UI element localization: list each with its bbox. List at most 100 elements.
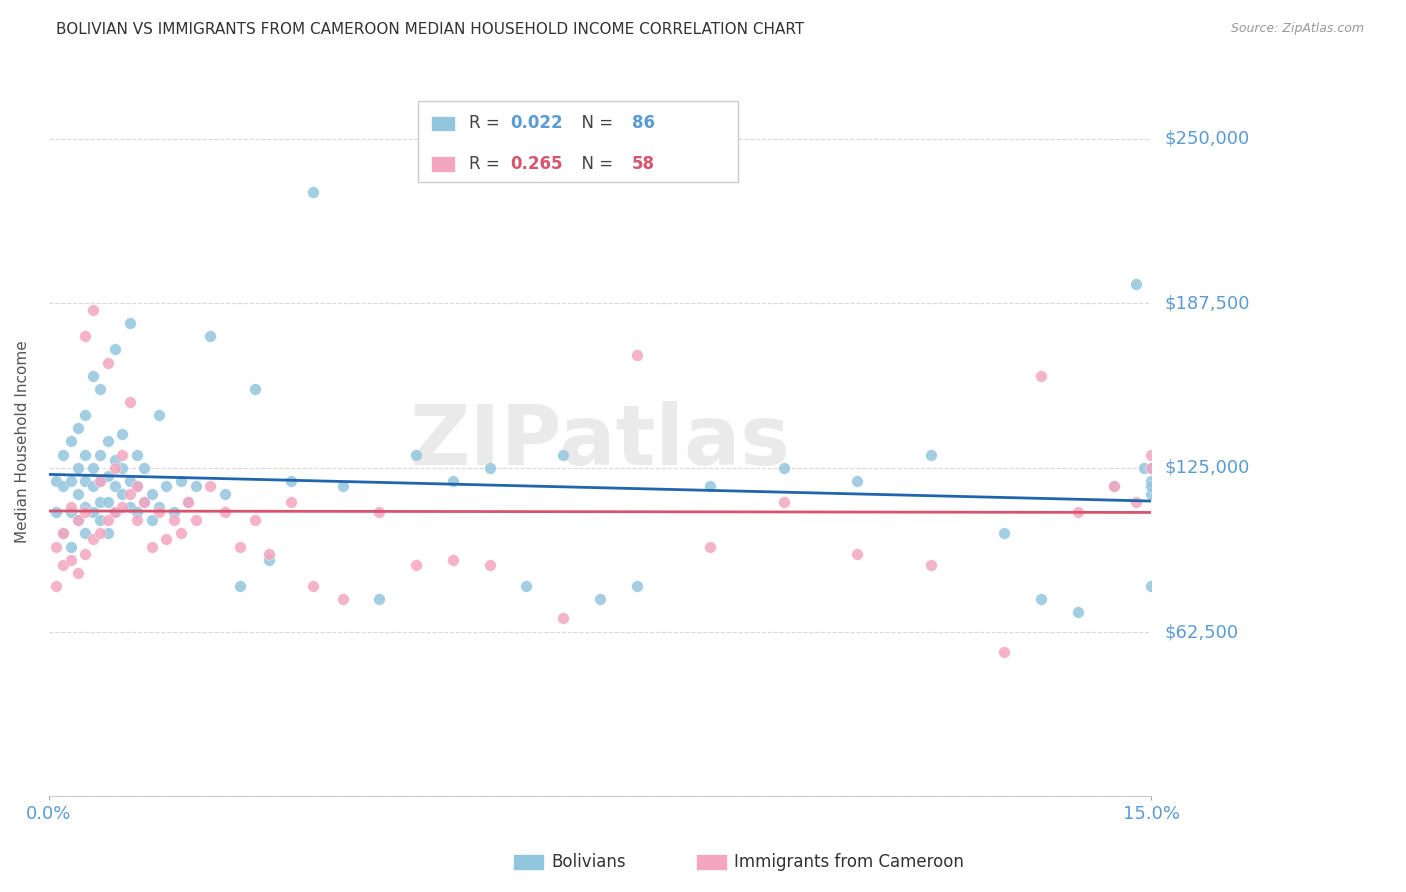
Point [332,592,354,607]
Point [89,513,111,527]
Point [67,460,90,475]
Point [302,579,325,593]
Point [177,495,200,509]
Point [699,479,721,493]
Point [229,540,252,554]
Point [111,426,134,441]
Point [82,532,104,546]
Point [111,448,134,462]
Point [148,408,170,422]
Point [67,513,90,527]
Text: R =: R = [468,155,505,173]
Point [141,513,163,527]
Point [141,540,163,554]
Point [1140,448,1163,462]
Point [1140,460,1163,475]
Point [111,500,134,515]
Text: R =: R = [468,114,505,132]
Point [257,548,280,562]
Point [52,479,75,493]
Point [118,474,141,488]
Y-axis label: Median Household Income: Median Household Income [15,340,30,542]
Text: $187,500: $187,500 [1166,294,1250,312]
Point [1066,505,1088,519]
Point [1140,487,1163,501]
Point [1104,479,1126,493]
Point [229,579,252,593]
Point [148,500,170,515]
Point [59,434,82,449]
Point [125,479,148,493]
Point [626,579,648,593]
Point [59,474,82,488]
Point [104,479,127,493]
Point [96,355,118,369]
Point [82,479,104,493]
Point [1066,605,1088,619]
Text: $125,000: $125,000 [1166,458,1250,476]
Point [96,526,118,541]
Point [405,448,427,462]
Point [441,553,464,567]
Point [45,579,67,593]
Point [993,526,1015,541]
Point [89,382,111,396]
Point [1029,592,1052,607]
Point [332,479,354,493]
Point [75,408,97,422]
Point [75,548,97,562]
Text: 0.265: 0.265 [510,155,562,173]
Point [134,495,156,509]
Point [104,452,127,467]
Point [111,460,134,475]
Point [134,495,156,509]
FancyBboxPatch shape [418,101,738,182]
Point [553,610,575,624]
Point [111,487,134,501]
Point [1125,495,1147,509]
Point [846,474,869,488]
Point [75,329,97,343]
Point [993,645,1015,659]
Point [82,505,104,519]
Point [67,487,90,501]
Point [89,495,111,509]
Point [125,505,148,519]
Text: $250,000: $250,000 [1166,130,1250,148]
Point [75,448,97,462]
Text: Immigrants from Cameroon: Immigrants from Cameroon [734,853,963,871]
Point [441,474,464,488]
Point [82,368,104,383]
Point [368,505,391,519]
Point [89,526,111,541]
Point [626,348,648,362]
Point [82,460,104,475]
Text: 58: 58 [631,155,655,173]
Point [141,487,163,501]
Point [1140,474,1163,488]
Point [148,505,170,519]
Point [1104,479,1126,493]
Point [170,474,193,488]
Point [82,302,104,317]
Point [59,500,82,515]
Point [75,526,97,541]
Point [118,395,141,409]
Point [134,460,156,475]
Point [1140,460,1163,475]
Text: 86: 86 [631,114,655,132]
Point [699,540,721,554]
Point [52,558,75,572]
Point [1132,460,1154,475]
Point [214,505,236,519]
Point [243,382,266,396]
Point [846,548,869,562]
Point [478,460,501,475]
Point [89,474,111,488]
Point [200,479,222,493]
Text: Bolivians: Bolivians [551,853,626,871]
Point [772,460,794,475]
Point [125,448,148,462]
Point [368,592,391,607]
Point [45,540,67,554]
